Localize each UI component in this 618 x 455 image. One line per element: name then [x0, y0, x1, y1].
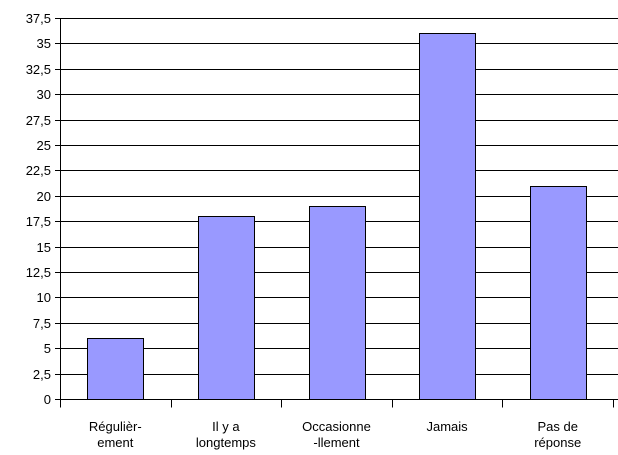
y-tick-label: 20 [37, 189, 51, 204]
bar [87, 338, 144, 400]
y-tick-label: 37,5 [26, 11, 51, 26]
axes [60, 18, 618, 408]
bar [419, 33, 476, 400]
y-axis-ticks: 0 2,5 5 7,5 10 12,5 15 17,5 20 22,5 25 27,5 30 32,5 35… [26, 11, 60, 407]
y-tick-label: 32,5 [26, 62, 51, 77]
x-category-label: Jamais [427, 419, 469, 434]
x-axis-categories: Régulièr-ement Il y a longtemps Occasionne -… [89, 419, 581, 450]
bar [198, 216, 255, 400]
x-category-label-line: Occasionne [302, 419, 371, 434]
x-category-label: Il y a longtemps [196, 419, 256, 450]
y-tick-label: 17,5 [26, 214, 51, 229]
y-tick-label: 30 [37, 87, 51, 102]
y-tick-label: 15 [37, 240, 51, 255]
y-tick-label: 22,5 [26, 163, 51, 178]
x-category-label-line: -llement [313, 435, 360, 450]
y-tick-label: 12,5 [26, 265, 51, 280]
x-category-label-line: Pas de [537, 419, 577, 434]
y-tick-label: 27,5 [26, 113, 51, 128]
y-tick-label: 25 [37, 138, 51, 153]
y-tick-label: 10 [37, 290, 51, 305]
y-tick-label: 0 [44, 392, 51, 407]
x-category-label-line: Jamais [427, 419, 469, 434]
x-category-label: Régulièr-ement [89, 419, 142, 450]
x-category-label-line: longtemps [196, 435, 256, 450]
y-tick-label: 35 [37, 36, 51, 51]
bar [530, 186, 587, 400]
bar [309, 206, 366, 400]
bars [87, 33, 587, 400]
x-category-label-line: Il y a [212, 419, 240, 434]
x-category-label-line: ement [97, 435, 134, 450]
x-category-label-line: Régulièr- [89, 419, 142, 434]
y-tick-label: 7,5 [33, 316, 51, 331]
y-tick-label: 5 [44, 341, 51, 356]
x-category-label-line: réponse [534, 435, 581, 450]
y-tick-label: 2,5 [33, 367, 51, 382]
x-category-label: Occasionne -llement [302, 419, 371, 450]
x-category-label: Pas de réponse [534, 419, 581, 450]
